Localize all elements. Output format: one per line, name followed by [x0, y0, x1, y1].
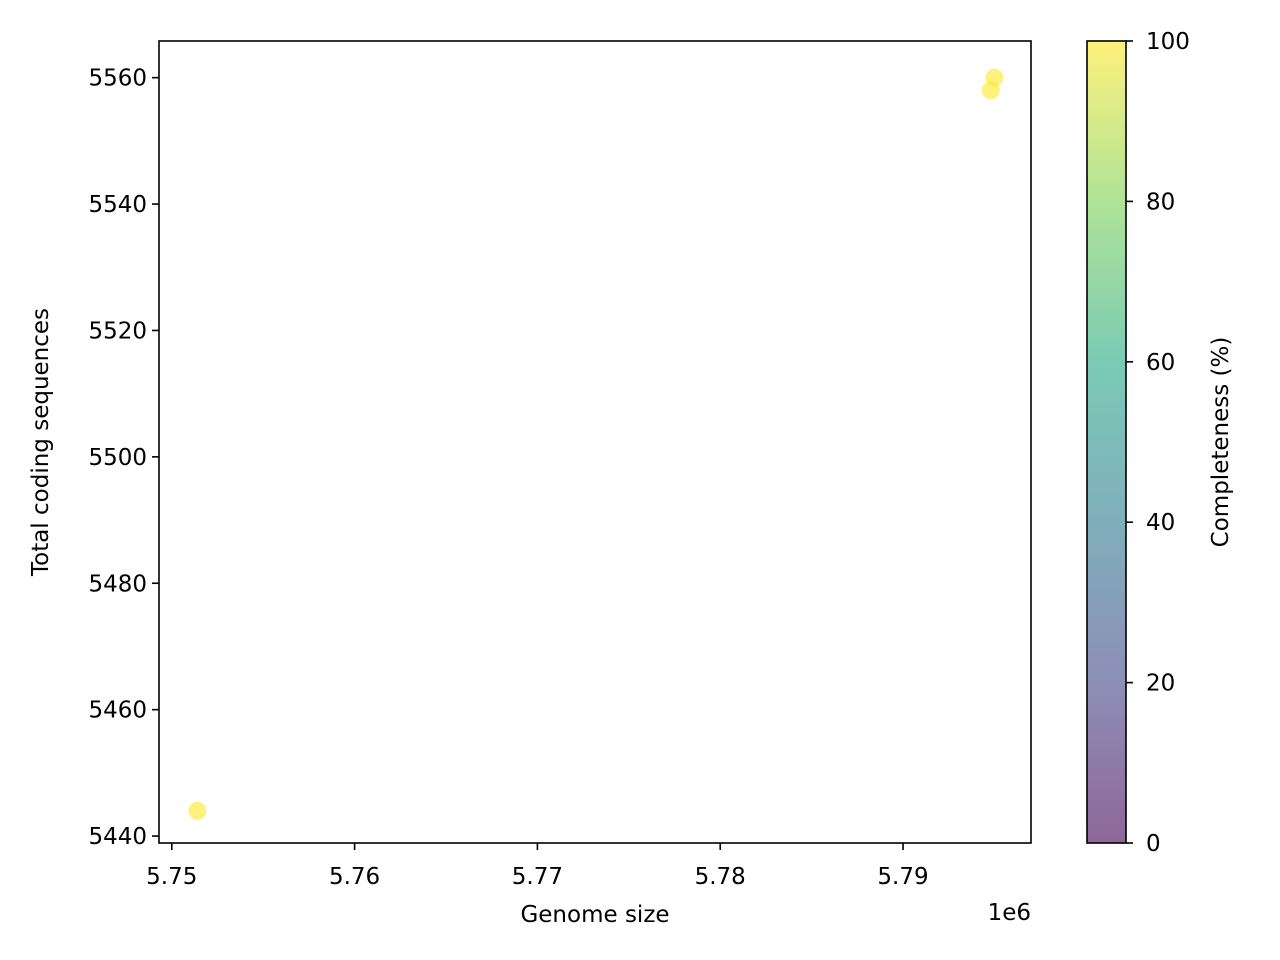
- y-tick-label: 5460: [88, 698, 147, 724]
- y-tick-label: 5440: [88, 824, 147, 850]
- x-axis-offset-label: 1e6: [988, 900, 1031, 926]
- x-tick-label: 5.78: [695, 864, 746, 890]
- plot-area: [159, 41, 1031, 843]
- y-tick-label: 5480: [88, 571, 147, 597]
- y-axis: 5440 5460 5480 5500 5520 5540 5560: [88, 66, 159, 850]
- y-tick-label: 5540: [88, 192, 147, 218]
- x-tick-label: 5.79: [877, 864, 928, 890]
- colorbar-tick-label: 20: [1146, 671, 1175, 697]
- colorbar-label: Completeness (%): [1208, 337, 1234, 548]
- data-point: [188, 801, 207, 820]
- y-tick-label: 5500: [88, 445, 147, 471]
- colorbar-axis: 0 20 40 60 80 100: [1126, 29, 1190, 857]
- x-axis: 5.75 5.76 5.77 5.78 5.79: [146, 843, 929, 890]
- y-axis-label: Total coding sequences: [28, 308, 54, 577]
- plot-frame: [158, 40, 1032, 844]
- colorbar-tick-label: 80: [1146, 189, 1175, 215]
- colorbar-frame: [1086, 40, 1127, 844]
- colorbar-tick-label: 40: [1146, 510, 1175, 536]
- colorbar-tick-label: 0: [1146, 831, 1161, 857]
- y-tick-label: 5520: [88, 318, 147, 344]
- x-tick-label: 5.76: [329, 864, 380, 890]
- x-tick-label: 5.75: [146, 864, 197, 890]
- y-tick-label: 5560: [88, 66, 147, 92]
- colorbar-tick-label: 60: [1146, 350, 1175, 376]
- colorbar: [1087, 41, 1126, 843]
- x-axis-label: Genome size: [520, 902, 669, 928]
- colorbar-tick-label: 100: [1146, 29, 1190, 55]
- data-point: [985, 68, 1004, 87]
- points-layer: [188, 68, 1004, 820]
- x-tick-label: 5.77: [512, 864, 563, 890]
